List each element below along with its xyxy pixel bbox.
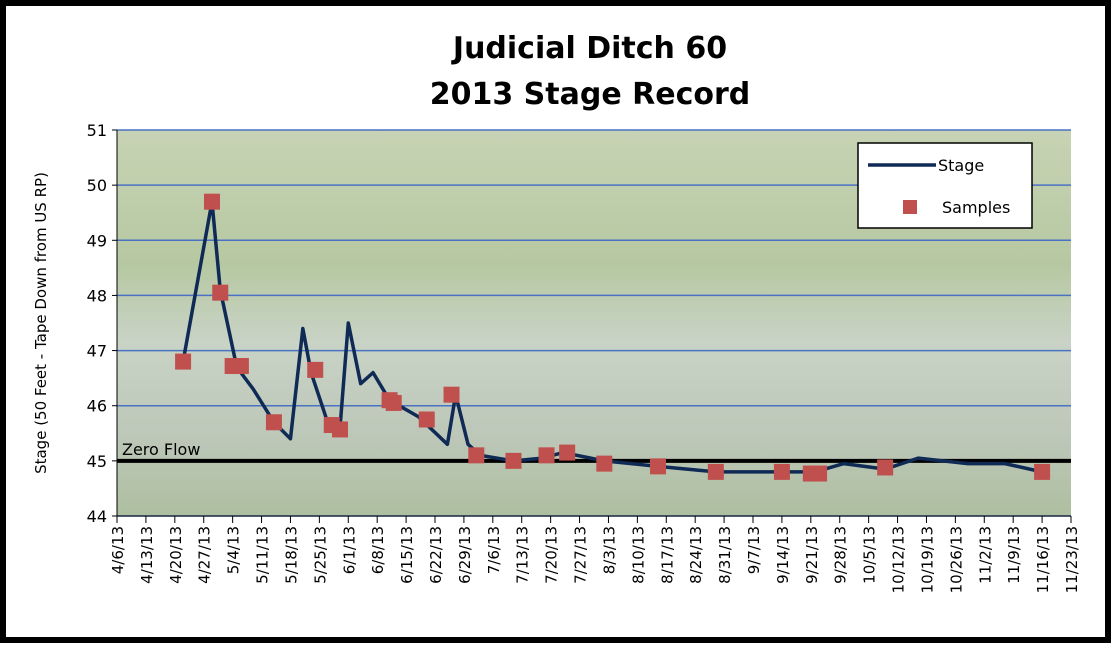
y-axis-label: Stage (50 Feet - Tape Down from US RP) <box>32 172 50 474</box>
sample-marker <box>811 465 828 482</box>
sample-marker <box>650 458 667 475</box>
sample-marker <box>203 193 220 210</box>
x-tick-label: 10/19/13 <box>918 526 936 593</box>
x-tick-label: 5/4/13 <box>225 526 243 574</box>
y-tick-label: 47 <box>87 342 107 361</box>
sample-marker <box>559 444 576 461</box>
sample-marker <box>773 463 790 480</box>
x-tick-label: 7/27/13 <box>572 526 590 584</box>
sample-marker <box>443 386 460 403</box>
x-tick-label: 8/17/13 <box>658 526 676 584</box>
x-tick-label: 9/14/13 <box>774 526 792 584</box>
x-tick-label: 9/21/13 <box>803 526 821 584</box>
chart-title: Judicial Ditch 60 <box>451 31 727 66</box>
x-tick-label: 9/28/13 <box>832 526 850 584</box>
stage-line <box>181 199 1043 474</box>
sample-marker <box>877 459 894 476</box>
sample-marker <box>307 361 324 378</box>
x-tick-label: 11/9/13 <box>1005 526 1023 584</box>
x-tick-label: 6/1/13 <box>340 526 358 574</box>
x-tick-label: 7/20/13 <box>543 526 561 584</box>
sample-marker <box>418 411 435 428</box>
x-tick-label: 4/27/13 <box>196 526 214 584</box>
x-tick-label: 10/26/13 <box>947 526 965 593</box>
x-tick-label: 8/10/13 <box>629 526 647 584</box>
legend-label: Samples <box>942 198 1010 217</box>
sample-marker <box>265 414 282 431</box>
x-tick-label: 8/3/13 <box>600 526 618 574</box>
x-tick-label: 11/23/13 <box>1063 526 1081 593</box>
x-tick-label: 4/20/13 <box>167 526 185 584</box>
x-tick-label: 6/22/13 <box>427 526 445 584</box>
sample-marker <box>538 447 555 464</box>
y-tick-label: 45 <box>87 452 107 471</box>
y-tick-label: 50 <box>87 176 107 195</box>
x-tick-label: 4/13/13 <box>138 526 156 584</box>
y-tick-label: 48 <box>87 286 107 305</box>
chart-subtitle: 2013 Stage Record <box>430 77 751 112</box>
x-tick-label: 11/2/13 <box>976 526 994 584</box>
x-tick-label: 10/5/13 <box>861 526 879 584</box>
x-tick-label: 11/16/13 <box>1034 526 1052 593</box>
x-tick-label: 6/8/13 <box>369 526 387 574</box>
sample-marker <box>232 358 249 375</box>
x-tick-label: 5/11/13 <box>254 526 272 584</box>
x-tick-label: 6/15/13 <box>398 526 416 584</box>
x-tick-label: 5/25/13 <box>311 526 329 584</box>
sample-marker <box>707 463 724 480</box>
x-tick-label: 8/24/13 <box>687 526 705 584</box>
legend-label: Stage <box>938 156 984 175</box>
legend-box <box>857 142 1033 229</box>
x-tick-label: 9/7/13 <box>745 526 763 574</box>
sample-marker <box>175 353 192 370</box>
y-tick-label: 44 <box>87 507 107 526</box>
sample-marker <box>332 421 349 438</box>
y-tick-label: 46 <box>87 397 107 416</box>
y-tick-label: 51 <box>87 121 107 140</box>
sample-marker <box>468 447 485 464</box>
y-tick-label: 49 <box>87 231 107 250</box>
x-tick-label: 6/29/13 <box>456 526 474 584</box>
x-tick-label: 7/6/13 <box>485 526 503 574</box>
sample-marker <box>505 452 522 469</box>
x-tick-label: 7/13/13 <box>514 526 532 584</box>
sample-marker <box>385 394 402 411</box>
x-tick-label: 5/18/13 <box>282 526 300 584</box>
x-tick-label: 8/31/13 <box>716 526 734 584</box>
sample-marker <box>212 284 229 301</box>
sample-marker <box>596 455 613 472</box>
x-tick-label: 10/12/13 <box>890 526 908 593</box>
x-tick-label: 4/6/13 <box>109 526 127 574</box>
sample-marker <box>1034 463 1051 480</box>
zero-flow-label: Zero Flow <box>122 440 200 459</box>
legend-swatch <box>903 200 917 214</box>
